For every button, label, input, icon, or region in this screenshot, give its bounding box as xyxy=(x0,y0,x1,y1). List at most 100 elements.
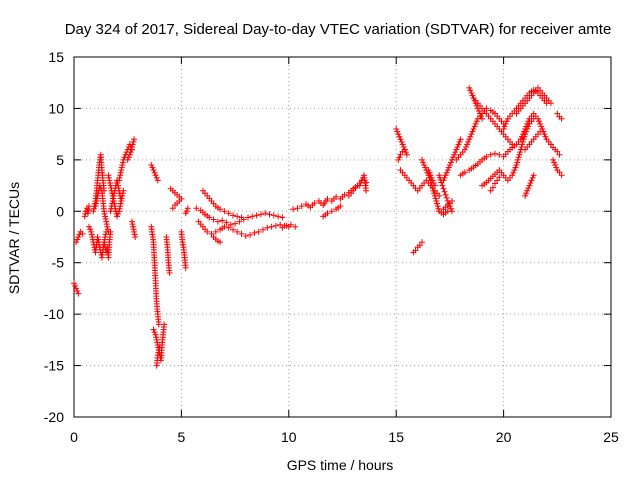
data-point xyxy=(513,162,520,168)
data-point xyxy=(558,172,565,179)
data-point-interp xyxy=(475,108,482,114)
data-point xyxy=(236,218,243,225)
data-point xyxy=(487,151,494,158)
data-point xyxy=(466,136,473,143)
data-point xyxy=(530,172,537,179)
data-point xyxy=(403,151,410,158)
data-point xyxy=(232,220,239,227)
x-tick-label: 0 xyxy=(70,429,78,445)
chart-title: Day 324 of 2017, Sidereal Day-to-day VTE… xyxy=(65,21,612,38)
data-point-interp xyxy=(434,203,441,210)
data-point xyxy=(126,151,133,158)
data-point xyxy=(558,115,565,122)
data-point xyxy=(217,239,224,246)
data-point xyxy=(204,228,211,235)
data-point-interp xyxy=(74,288,81,294)
data-point-interp xyxy=(467,133,474,140)
data-point-interp xyxy=(467,87,474,94)
data-point xyxy=(419,239,425,246)
data-point xyxy=(427,172,434,179)
data-point-interp xyxy=(87,226,94,233)
data-point xyxy=(556,151,563,158)
data-point xyxy=(132,234,139,240)
data-point xyxy=(253,212,260,219)
data-point xyxy=(73,285,80,292)
data-point xyxy=(230,226,236,233)
data-point-interp xyxy=(97,185,104,192)
data-point-interp xyxy=(129,221,136,228)
data-point xyxy=(166,270,173,276)
data-point xyxy=(255,228,262,235)
data-point xyxy=(183,208,190,215)
data-point xyxy=(156,342,163,348)
data-point-interp xyxy=(443,194,450,201)
data-point-interp xyxy=(523,190,530,197)
data-point-interp xyxy=(129,144,135,150)
data-point xyxy=(86,223,92,230)
data-point xyxy=(245,214,251,221)
data-point-interp xyxy=(430,187,437,194)
data-point xyxy=(71,280,77,287)
data-point xyxy=(487,187,494,194)
data-point xyxy=(221,208,228,215)
data-point xyxy=(75,234,82,240)
data-point xyxy=(260,226,266,233)
data-point-interp xyxy=(130,138,137,145)
data-point-interp xyxy=(478,113,484,120)
data-point-interp xyxy=(396,154,403,161)
x-tick-label: 10 xyxy=(281,429,297,445)
data-point xyxy=(169,205,176,212)
data-point xyxy=(399,141,406,148)
data-point-interp xyxy=(503,118,510,125)
data-point xyxy=(416,242,423,249)
data-point xyxy=(86,203,92,210)
data-point-interp xyxy=(527,180,534,186)
data-point-interp xyxy=(396,133,403,140)
data-point xyxy=(257,211,264,218)
data-point xyxy=(535,115,541,122)
data-point xyxy=(155,321,162,328)
data-point xyxy=(270,212,277,219)
data-point xyxy=(311,200,318,207)
x-tick-label: 5 xyxy=(178,429,186,445)
y-tick-label: 15 xyxy=(48,49,64,65)
data-point-interp xyxy=(93,200,99,207)
data-point xyxy=(393,126,400,132)
data-point-interp xyxy=(521,128,527,135)
data-point-interp xyxy=(510,169,517,176)
data-point-interp xyxy=(74,236,81,243)
data-point xyxy=(457,136,464,143)
data-point xyxy=(184,205,191,212)
x-tick-label: 25 xyxy=(603,429,619,445)
data-point xyxy=(249,213,256,220)
data-point-interp xyxy=(514,156,521,163)
data-point xyxy=(161,321,168,328)
data-point xyxy=(217,206,224,213)
data-point xyxy=(425,167,432,174)
data-point xyxy=(341,191,348,198)
data-point-interp xyxy=(117,200,124,207)
data-point xyxy=(483,153,490,160)
data-point-interp xyxy=(465,138,472,145)
data-point xyxy=(292,223,299,230)
data-point-interp xyxy=(442,172,449,179)
data-point xyxy=(438,179,445,186)
data-point-interp xyxy=(541,131,548,138)
data-point xyxy=(275,213,282,220)
data-point xyxy=(208,230,215,237)
data-point xyxy=(496,151,503,158)
data-point xyxy=(552,162,559,168)
data-point xyxy=(429,177,436,184)
data-point-interp xyxy=(551,159,558,166)
data-point xyxy=(363,187,370,194)
data-point-interp xyxy=(439,182,446,189)
data-point xyxy=(547,141,554,148)
data-point xyxy=(397,136,404,143)
data-point-interp xyxy=(450,154,457,161)
data-point-interp xyxy=(115,210,121,217)
data-point-interp xyxy=(456,138,463,145)
data-point xyxy=(234,213,241,220)
data-point xyxy=(395,156,402,163)
data-point-interp xyxy=(454,144,461,150)
data-point xyxy=(242,233,249,239)
